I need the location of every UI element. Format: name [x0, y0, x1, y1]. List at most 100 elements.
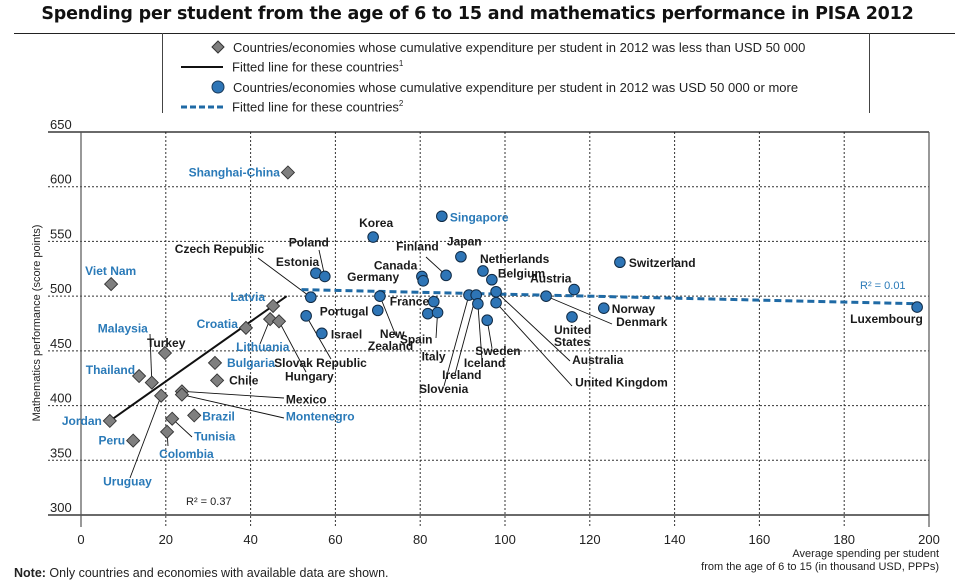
point-label-bulgaria: Bulgaria — [227, 356, 275, 370]
data-point-tunisia[interactable] — [165, 411, 180, 426]
x-tick-label: 120 — [579, 532, 601, 547]
x-tick-label: 160 — [749, 532, 771, 547]
data-point-turkey[interactable] — [157, 345, 173, 361]
point-label-singapore: Singapore — [450, 210, 509, 224]
legend-label-text: Fitted line for these countries — [232, 99, 399, 115]
data-point-montenegro[interactable] — [174, 387, 190, 402]
data-point-chile[interactable] — [209, 373, 225, 388]
point-label-iceland: Iceland — [464, 356, 505, 370]
point-label-new-zealand: New Zealand — [368, 327, 413, 353]
data-point-luxembourg[interactable] — [911, 301, 923, 313]
r-squared-high: R² = 0.01 — [860, 280, 906, 292]
point-label-slovenia: Slovenia — [419, 382, 469, 396]
leader-line-montenegro — [181, 394, 285, 419]
leader-line-uruguay — [129, 395, 162, 479]
chart-title: Spending per student from the age of 6 t… — [41, 4, 914, 24]
point-label-malaysia: Malaysia — [98, 322, 148, 336]
leader-line-iceland — [477, 303, 483, 361]
data-point-germany[interactable] — [417, 275, 429, 287]
data-point-latvia[interactable] — [265, 298, 281, 314]
data-point-malaysia[interactable] — [144, 375, 159, 390]
point-label-united-kingdom: United Kingdom — [575, 376, 668, 390]
data-point-spain[interactable] — [422, 307, 434, 320]
point-label-canada: Canada — [374, 258, 418, 272]
point-label-brazil: Brazil — [202, 409, 235, 423]
data-point-norway[interactable] — [597, 302, 610, 314]
data-point-shanghai-china[interactable] — [280, 165, 296, 180]
data-points — [102, 165, 923, 448]
point-label-latvia: Latvia — [230, 290, 265, 304]
point-label-poland: Poland — [289, 235, 329, 249]
data-point-peru[interactable] — [126, 433, 141, 448]
legend-item-high-spending: Countries/economies whose cumulative exp… — [211, 77, 798, 97]
point-label-ireland: Ireland — [442, 368, 481, 382]
y-tick-label: 500 — [50, 281, 72, 296]
point-label-tunisia: Tunisia — [194, 430, 235, 444]
point-label-switzerland: Switzerland — [629, 256, 696, 270]
point-label-portugal: Portugal — [320, 304, 369, 318]
diamond-icon — [211, 40, 225, 54]
legend-label: Countries/economies whose cumulative exp… — [233, 39, 806, 55]
data-point-bulgaria[interactable] — [207, 355, 223, 371]
data-point-denmark[interactable] — [540, 290, 552, 302]
data-point-sweden[interactable] — [481, 314, 493, 327]
y-axis-label: Mathematics performance (score points) — [31, 225, 43, 422]
data-point-brazil[interactable] — [187, 408, 202, 423]
data-point-korea[interactable] — [367, 231, 379, 243]
point-label-italy: Italy — [422, 350, 446, 364]
y-tick-label: 400 — [50, 391, 72, 406]
point-label-estonia: Estonia — [276, 255, 320, 269]
point-label-croatia: Croatia — [197, 317, 239, 331]
data-point-viet-nam[interactable] — [103, 276, 119, 292]
leader-line-denmark — [545, 295, 613, 325]
data-point-france[interactable] — [427, 295, 440, 308]
data-point-united-states[interactable] — [566, 311, 578, 323]
data-point-austria[interactable] — [568, 283, 580, 296]
point-label-france: France — [390, 295, 430, 309]
x-tick-label: 200 — [918, 532, 940, 547]
data-point-netherlands[interactable] — [477, 265, 489, 277]
leader-line-new-zealand — [379, 295, 397, 337]
data-point-singapore[interactable] — [436, 210, 448, 223]
leader-line-malaysia — [149, 333, 153, 383]
point-label-turkey: Turkey — [147, 336, 186, 350]
data-point-jordan[interactable] — [102, 413, 117, 429]
leader-line-hungary — [278, 321, 307, 373]
legend-label-text: Fitted line for these countries — [232, 59, 399, 75]
data-point-belgium[interactable] — [486, 273, 498, 286]
data-point-iceland[interactable] — [472, 298, 484, 310]
data-point-slovak-republic[interactable] — [300, 310, 312, 322]
point-label-colombia: Colombia — [159, 447, 214, 461]
data-point-united-kingdom[interactable] — [490, 296, 502, 309]
legend: Countries/economies whose cumulative exp… — [162, 33, 870, 115]
point-label-spain: Spain — [400, 333, 433, 347]
data-point-italy[interactable] — [431, 306, 444, 319]
y-tick-label: 350 — [50, 445, 72, 460]
data-point-czech-republic[interactable] — [305, 291, 317, 304]
data-point-portugal[interactable] — [372, 304, 384, 317]
data-point-croatia[interactable] — [238, 320, 254, 336]
data-point-poland[interactable] — [319, 270, 331, 283]
x-tick-label: 80 — [413, 532, 427, 547]
data-point-hungary[interactable] — [271, 314, 287, 329]
point-label-viet-nam: Viet Nam — [85, 264, 136, 278]
point-label-belgium: Belgium — [498, 267, 545, 281]
data-point-finland[interactable] — [440, 269, 452, 282]
data-point-switzerland[interactable] — [614, 256, 626, 269]
point-label-uruguay: Uruguay — [103, 475, 152, 489]
data-point-new-zealand[interactable] — [374, 290, 386, 302]
point-label-czech-republic: Czech Republic — [175, 242, 265, 256]
data-point-uruguay[interactable] — [153, 388, 169, 403]
point-label-germany: Germany — [347, 270, 399, 284]
data-point-israel[interactable] — [316, 327, 328, 340]
point-label-hungary: Hungary — [285, 369, 334, 383]
leader-lines — [129, 249, 613, 479]
data-point-thailand[interactable] — [131, 368, 147, 384]
data-point-colombia[interactable] — [159, 424, 175, 439]
data-point-japan[interactable] — [455, 250, 467, 263]
legend-label: Countries/economies whose cumulative exp… — [233, 79, 799, 95]
footnote: Note: Only countries and economies with … — [14, 566, 389, 580]
axes: 300 350 400 450 500 550 600 650 0 20 40 60 80 100 120 1… — [48, 117, 940, 547]
data-point-australia[interactable] — [490, 285, 502, 298]
